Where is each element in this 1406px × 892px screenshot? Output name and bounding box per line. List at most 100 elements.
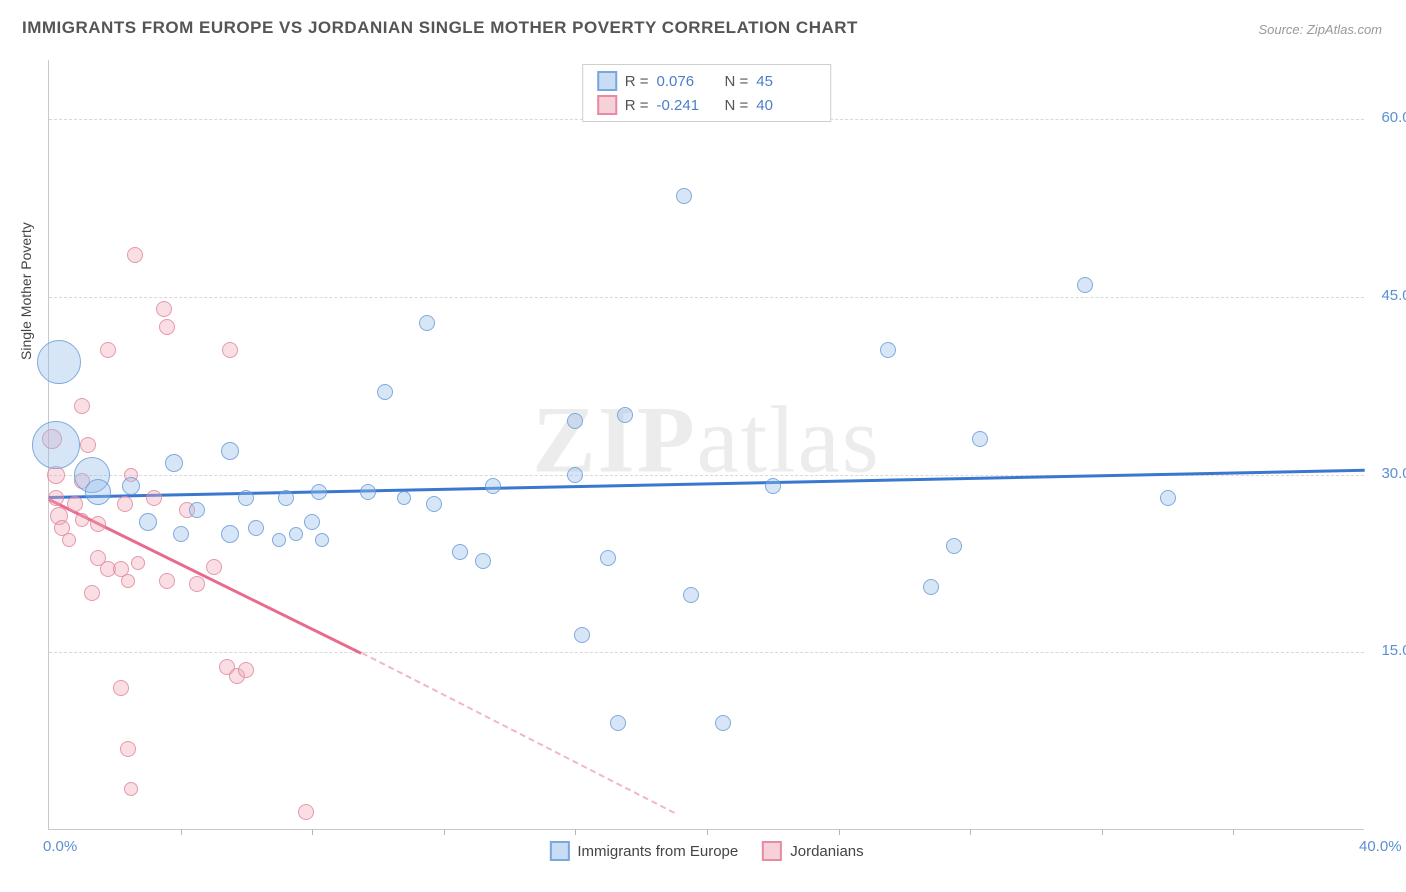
x-tick xyxy=(575,829,576,835)
x-tick xyxy=(181,829,182,835)
data-point xyxy=(146,490,162,506)
data-point xyxy=(127,247,143,263)
data-point xyxy=(315,533,329,547)
data-point xyxy=(121,574,135,588)
data-point xyxy=(311,484,327,500)
x-tick xyxy=(312,829,313,835)
data-point xyxy=(67,496,83,512)
data-point xyxy=(159,573,175,589)
data-point xyxy=(159,319,175,335)
legend-item-jordanians: Jordanians xyxy=(762,841,863,861)
y-tick-label: 45.0% xyxy=(1381,287,1406,304)
data-point xyxy=(131,556,145,570)
swatch-pink-icon xyxy=(762,841,782,861)
legend-item-europe: Immigrants from Europe xyxy=(549,841,738,861)
data-point xyxy=(238,662,254,678)
gridline xyxy=(49,297,1364,298)
y-axis-label: Single Mother Poverty xyxy=(18,222,34,360)
r-value-blue: 0.076 xyxy=(657,73,717,90)
x-tick xyxy=(1233,829,1234,835)
x-tick-label: 40.0% xyxy=(1359,838,1402,855)
data-point xyxy=(715,715,731,731)
data-point xyxy=(475,553,491,569)
data-point xyxy=(120,741,136,757)
data-point xyxy=(1160,490,1176,506)
data-point xyxy=(765,478,781,494)
data-point xyxy=(173,526,189,542)
x-tick xyxy=(839,829,840,835)
y-tick-label: 60.0% xyxy=(1381,109,1406,126)
data-point xyxy=(397,491,411,505)
data-point xyxy=(75,513,89,527)
data-point xyxy=(62,533,76,547)
data-point xyxy=(972,431,988,447)
data-point xyxy=(419,315,435,331)
data-point xyxy=(574,627,590,643)
data-point xyxy=(189,502,205,518)
data-point xyxy=(100,342,116,358)
data-point xyxy=(1077,277,1093,293)
data-point xyxy=(85,479,111,505)
swatch-blue-icon xyxy=(597,71,617,91)
swatch-pink-icon xyxy=(597,95,617,115)
swatch-blue-icon xyxy=(549,841,569,861)
y-tick-label: 15.0% xyxy=(1381,642,1406,659)
data-point xyxy=(156,301,172,317)
n-value-pink: 40 xyxy=(756,97,816,114)
data-point xyxy=(298,804,314,820)
data-point xyxy=(426,496,442,512)
r-value-pink: -0.241 xyxy=(657,97,717,114)
watermark: ZIPatlas xyxy=(532,384,880,494)
data-point xyxy=(278,490,294,506)
data-point xyxy=(452,544,468,560)
data-point xyxy=(485,478,501,494)
data-point xyxy=(124,782,138,796)
series-legend: Immigrants from Europe Jordanians xyxy=(549,841,863,861)
data-point xyxy=(617,407,633,423)
data-point xyxy=(272,533,286,547)
chart-title: IMMIGRANTS FROM EUROPE VS JORDANIAN SING… xyxy=(22,18,858,38)
data-point xyxy=(676,188,692,204)
n-value-blue: 45 xyxy=(756,73,816,90)
legend-row-blue: R = 0.076 N = 45 xyxy=(597,71,817,91)
gridline xyxy=(49,652,1364,653)
y-tick-label: 30.0% xyxy=(1381,465,1406,482)
x-tick xyxy=(707,829,708,835)
data-point xyxy=(80,437,96,453)
data-point xyxy=(221,442,239,460)
data-point xyxy=(139,513,157,531)
data-point xyxy=(84,585,100,601)
data-point xyxy=(304,514,320,530)
data-point xyxy=(567,413,583,429)
data-point xyxy=(610,715,626,731)
source-attribution: Source: ZipAtlas.com xyxy=(1258,22,1382,37)
x-tick xyxy=(444,829,445,835)
data-point xyxy=(683,587,699,603)
x-tick xyxy=(1102,829,1103,835)
data-point xyxy=(923,579,939,595)
data-point xyxy=(37,340,81,384)
data-point xyxy=(238,490,254,506)
data-point xyxy=(360,484,376,500)
data-point xyxy=(189,576,205,592)
data-point xyxy=(90,516,106,532)
correlation-legend: R = 0.076 N = 45 R = -0.241 N = 40 xyxy=(582,64,832,122)
data-point xyxy=(880,342,896,358)
data-point xyxy=(165,454,183,472)
data-point xyxy=(32,421,80,469)
data-point xyxy=(113,680,129,696)
plot-area: ZIPatlas R = 0.076 N = 45 R = -0.241 N =… xyxy=(48,60,1364,830)
legend-row-pink: R = -0.241 N = 40 xyxy=(597,95,817,115)
data-point xyxy=(122,477,140,495)
data-point xyxy=(206,559,222,575)
data-point xyxy=(600,550,616,566)
data-point xyxy=(946,538,962,554)
data-point xyxy=(117,496,133,512)
data-point xyxy=(221,525,239,543)
data-point xyxy=(48,490,64,506)
x-tick-label: 0.0% xyxy=(43,838,77,855)
data-point xyxy=(248,520,264,536)
data-point xyxy=(377,384,393,400)
data-point xyxy=(74,398,90,414)
data-point xyxy=(289,527,303,541)
